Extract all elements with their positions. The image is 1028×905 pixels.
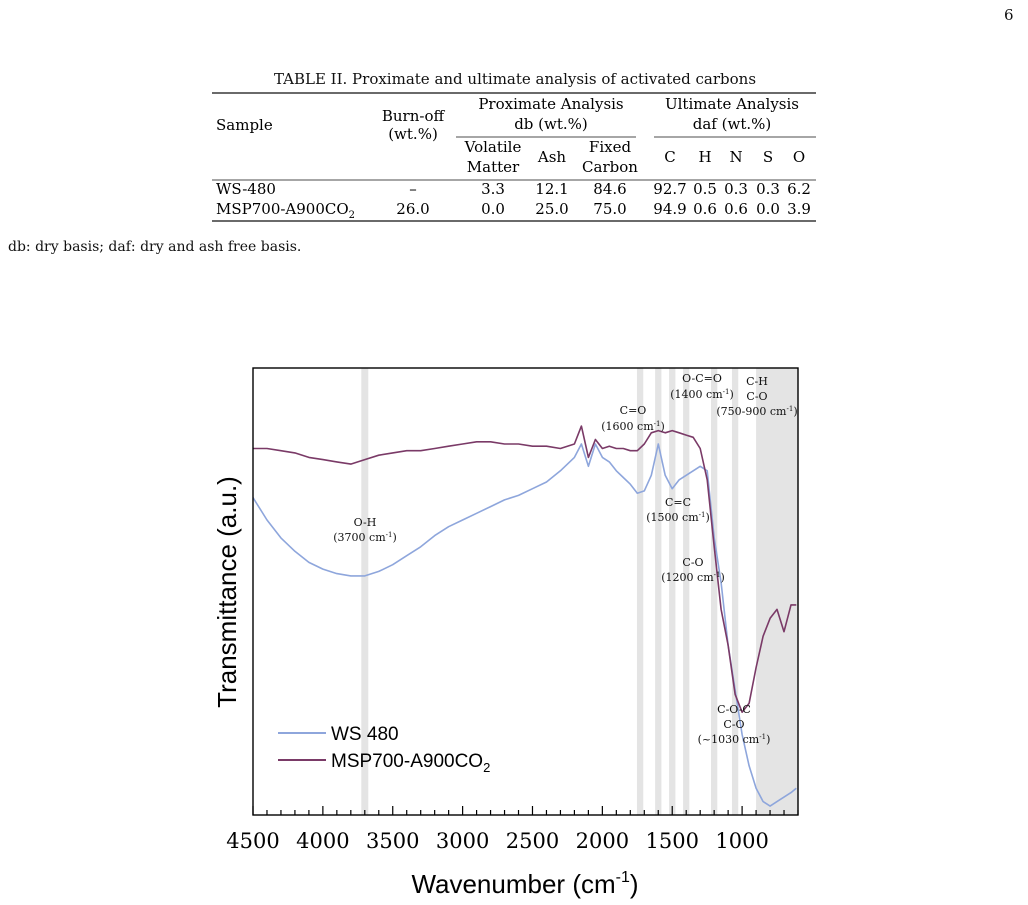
plot-frame [252,367,799,816]
x-tick-label: 1000 [715,829,768,853]
band-highlight [683,368,690,815]
annotation-cc-label: C=C [665,496,691,509]
series-lines [252,425,797,807]
annotation-co1200-wavenumber: (1200 cm-1) [661,571,725,584]
annotation-co1200-label: C-O [682,556,703,569]
header-o: O [793,148,805,166]
row1-o: 6.2 [787,180,811,198]
band-highlight [655,368,662,815]
band-highlight [731,368,739,815]
row2-o: 3.9 [787,200,811,218]
header-ash: Ash [537,148,567,166]
annotation-oco-wavenumber: (1400 cm-1) [670,388,734,401]
row2-volatile: 0.0 [481,200,505,218]
header-fixed-1: Fixed [589,138,632,156]
row2-n: 0.6 [724,200,748,218]
annotation-cc-wavenumber: (1500 cm-1) [646,511,710,524]
header-ultimate-2: daf (wt.%) [693,115,771,133]
row2-ash: 25.0 [535,200,568,218]
row2-fixed: 75.0 [593,200,626,218]
band-highlight [361,368,369,815]
table-footnote: db: dry basis; daf: dry and ash free bas… [8,239,302,255]
x-tick-label: 3000 [436,829,489,853]
header-burnoff-2: (wt.%) [388,125,438,143]
row2-sample: MSP700-A900CO2 [216,200,355,221]
row2-c: 94.9 [653,200,686,218]
row2-burnoff: 26.0 [396,200,429,218]
legend-label-ws480: WS 480 [331,724,399,745]
header-fixed-2: Carbon [582,158,638,176]
annotation-coc-label: C-O-C [717,703,751,716]
legend-label-msp700: MSP700-A900CO2 [331,751,490,775]
row1-c: 92.7 [653,180,686,198]
annotation-ch-label: C-H [746,375,768,388]
annotation-oco-label: O-C=O [682,372,722,385]
header-c: C [664,148,675,166]
header-proximate-1: Proximate Analysis [478,95,623,113]
annotation-co1600-wavenumber: (1600 cm-1) [601,420,665,433]
row1-s: 0.3 [756,180,780,198]
x-tick-label: 3500 [366,829,419,853]
band-highlights [361,368,798,815]
table-caption: TABLE II. Proximate and ultimate analysi… [273,70,757,88]
analysis-table: Sample Burn-off (wt.%) Proximate Analysi… [212,92,816,222]
annotation-coc-wavenumber: (~1030 cm-1) [698,733,771,746]
band-highlight [636,368,644,815]
row1-burnoff: – [409,180,417,198]
header-h: H [698,148,711,166]
row1-ash: 12.1 [535,180,568,198]
annotation-co-label: C-O [746,390,767,403]
band-highlight [711,368,718,815]
x-tick-label: 2000 [576,829,629,853]
row2-h: 0.6 [693,200,717,218]
annotation-co1600-label: C=O [620,404,647,417]
x-tick-label: 4500 [226,829,279,853]
series-line-msp700 [253,425,797,714]
annotation-ch-wavenumber: (750-900 cm-1) [716,405,797,418]
row1-sample: WS-480 [216,180,276,198]
x-tick-label: 4000 [296,829,349,853]
x-tick-label: 2500 [506,829,559,853]
header-n: N [729,148,742,166]
header-volatile-1: Volatile [464,138,522,156]
row1-n: 0.3 [724,180,748,198]
band-highlight [669,368,676,815]
x-axis-label: Wavenumber (cm-1) [411,869,638,899]
y-axis-label: Transmittance (a.u.) [212,476,242,708]
header-s: S [763,148,773,166]
row2-s: 0.0 [756,200,780,218]
annotation-oh-label: O-H [354,516,377,529]
x-tick-label: 1500 [646,829,699,853]
header-sample: Sample [216,116,273,134]
header-proximate-2: db (wt.%) [514,115,588,133]
x-ticks: 4500 4000 3500 3000 2500 2000 1500 1000 [226,806,799,853]
row1-h: 0.5 [693,180,717,198]
page-number: 6 [1004,6,1014,24]
band-highlight [756,368,798,815]
header-burnoff-1: Burn-off [382,107,446,125]
annotation-coc-co-label: C-O [723,718,744,731]
header-ultimate-1: Ultimate Analysis [665,95,799,113]
row1-volatile: 3.3 [481,180,505,198]
row1-fixed: 84.6 [593,180,626,198]
header-volatile-2: Matter [467,158,520,176]
annotation-oh-wavenumber: (3700 cm-1) [333,531,397,544]
